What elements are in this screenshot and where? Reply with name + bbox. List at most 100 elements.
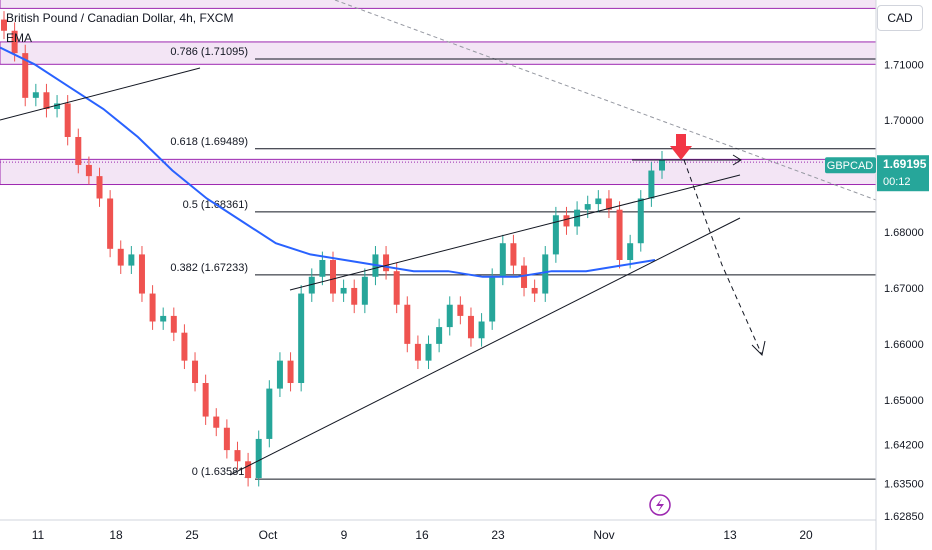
price-axis-tick: 1.70000 (884, 115, 924, 127)
candle-body (457, 304, 464, 316)
time-axis-tick: 25 (185, 528, 199, 542)
candle-body (404, 304, 411, 344)
candle-body (499, 243, 506, 277)
candle-body (85, 164, 92, 177)
candle-body (170, 315, 177, 333)
symbol-tag (825, 157, 876, 174)
candle-body (425, 343, 432, 361)
ema-line (0, 46, 656, 278)
price-axis-tick: 1.63500 (884, 479, 924, 491)
candle-body (128, 254, 135, 266)
candle-body (489, 276, 496, 322)
candle-body (298, 293, 305, 384)
candle-body (308, 276, 315, 294)
price-axis-tick: 1.66000 (884, 339, 924, 351)
candle-body (478, 321, 485, 339)
candle-body (361, 276, 368, 305)
current-price-label: 1.69195 (883, 157, 927, 171)
candle-body (117, 248, 124, 266)
fib-level-label: 0.786 (1.71095) (170, 46, 248, 58)
fib-level-label: 0.618 (1.69489) (170, 136, 248, 148)
time-axis-tick: 9 (341, 528, 348, 542)
price-axis-tick: 1.65000 (884, 395, 924, 407)
resistance-zone (0, 0, 877, 9)
projected-arrow-head (751, 340, 766, 357)
candle-body (96, 176, 103, 199)
currency-selector[interactable]: CAD (877, 5, 923, 31)
candle-body (351, 287, 358, 305)
ema-indicator-label[interactable]: EMA (6, 31, 33, 45)
candle-body (181, 332, 188, 361)
time-axis-tick: Nov (593, 528, 614, 542)
candle-body (138, 254, 145, 294)
resistance-zone (0, 41, 877, 65)
candle-body (393, 271, 400, 305)
candle-body (584, 204, 591, 210)
arrow-head (732, 154, 742, 166)
candle-body (149, 293, 156, 322)
candle-body (319, 260, 326, 277)
candle-body (1, 19, 7, 31)
fib-level-label: 0 (1.63581) (192, 466, 248, 478)
candle-body (637, 198, 644, 244)
candle-body (287, 360, 294, 384)
candle-body (659, 159, 665, 171)
down-arrow-icon (670, 134, 692, 160)
price-axis-tick: 1.62850 (884, 511, 924, 523)
candle-body (552, 215, 559, 255)
candle-body (436, 327, 443, 344)
symbol-tag-label: GBPCAD (827, 160, 874, 172)
candle-body (521, 265, 528, 288)
time-axis-tick: 16 (415, 528, 429, 542)
candle-body (22, 53, 29, 98)
dashed-trend-line (334, 0, 877, 201)
candle-body (32, 92, 39, 98)
candle-body (383, 254, 390, 272)
resistance-zone (0, 158, 877, 186)
candle-body (563, 215, 570, 227)
rising-wedge-resistance (289, 174, 741, 291)
countdown-label: 00:12 (883, 176, 911, 188)
candle-body (276, 360, 283, 389)
candle-body (192, 360, 199, 384)
time-axis-tick: 13 (723, 528, 737, 542)
candle-body (531, 287, 538, 294)
candle-body (414, 343, 421, 361)
candle-body (234, 450, 241, 462)
candle-body (595, 198, 602, 205)
trend-line (0, 67, 201, 121)
candle-body (510, 243, 517, 266)
time-axis-tick: 18 (109, 528, 123, 542)
projected-path (683, 159, 763, 356)
candle-body (340, 287, 347, 294)
candle-body (245, 461, 252, 479)
candle-body (64, 103, 71, 137)
candle-body (11, 30, 18, 54)
price-axis-tick: 1.71000 (884, 59, 924, 71)
candle-body (330, 260, 336, 294)
candle-body (43, 92, 50, 110)
candle-body (605, 198, 612, 210)
candle-body (75, 136, 82, 165)
time-axis-tick: 23 (491, 528, 505, 542)
candle-body (616, 209, 623, 260)
chart-title: British Pound / Canadian Dollar, 4h, FXC… (6, 11, 234, 25)
candle-body (160, 315, 167, 322)
fib-level-label: 0.382 (1.67233) (170, 262, 248, 274)
candle-body (223, 427, 230, 451)
price-axis-tick: 1.64200 (884, 440, 924, 452)
time-axis-tick: Oct (259, 528, 278, 542)
candle-body (54, 103, 61, 110)
candle-body (542, 254, 549, 294)
time-axis-tick: 20 (799, 528, 813, 542)
candle-body (648, 170, 655, 199)
time-axis-tick: 11 (32, 528, 45, 542)
rising-wedge-support (229, 217, 741, 476)
candle-body (213, 416, 220, 428)
price-axis-tick: 1.68000 (884, 227, 924, 239)
candle-body (574, 209, 581, 227)
lightning-icon[interactable] (649, 494, 671, 516)
candle-body (255, 438, 262, 479)
price-axis-tick: 1.67000 (884, 283, 924, 295)
